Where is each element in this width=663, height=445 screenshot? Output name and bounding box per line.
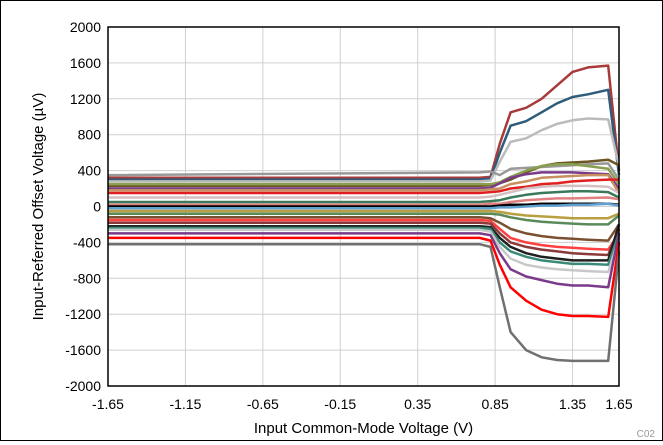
x-tick-label: -1.15	[169, 396, 201, 412]
x-tick-label: 0.85	[481, 396, 508, 412]
series-line	[108, 88, 621, 181]
series-lines	[107, 64, 621, 363]
x-tick-label: -0.15	[324, 396, 356, 412]
series-line	[108, 64, 621, 180]
series-line	[108, 232, 621, 289]
series-line	[108, 117, 621, 183]
series-line	[108, 212, 620, 226]
y-tick-label: -400	[73, 234, 101, 250]
series-line	[108, 242, 621, 363]
x-tick-labels: -1.65 -1.15 -0.65 -0.15 0.35 0.85 1.35 1.65	[92, 396, 633, 412]
series-line	[108, 184, 620, 199]
series-line	[108, 221, 621, 257]
series-line	[108, 178, 619, 195]
y-tick-label: -2000	[65, 378, 101, 394]
y-tick-label: 400	[78, 163, 102, 179]
series-line	[108, 202, 620, 210]
series-line	[108, 163, 621, 186]
y-tick-label: -800	[73, 270, 101, 286]
series-line	[108, 226, 621, 267]
y-tick-label: 1600	[70, 55, 101, 71]
series-line	[108, 228, 621, 274]
x-tick-label: 0.35	[404, 396, 431, 412]
series-line	[108, 216, 621, 242]
series-line	[108, 218, 621, 251]
x-tick-label: -0.65	[247, 396, 279, 412]
series-line	[108, 236, 621, 319]
series-line	[108, 171, 620, 190]
y-tick-label: 2000	[70, 19, 101, 35]
y-tick-label: -1600	[65, 342, 101, 358]
series-line	[108, 224, 621, 262]
figure-code: C02	[637, 429, 656, 440]
x-axis-label: Input Common-Mode Voltage (V)	[254, 420, 473, 437]
y-axis-label: Input-Referred Offset Voltage (µV)	[30, 93, 47, 321]
x-tick-label: 1.65	[605, 396, 632, 412]
series-line	[108, 173, 621, 194]
y-tick-label: 1200	[70, 91, 101, 107]
y-tick-label: 0	[93, 199, 101, 215]
x-tick-label: 1.35	[559, 396, 586, 412]
y-tick-label: -1200	[65, 306, 101, 322]
series-line	[108, 189, 620, 204]
series-line	[108, 196, 620, 206]
y-tick-label: 800	[78, 127, 102, 143]
x-tick-label: -1.65	[92, 396, 124, 412]
series-line	[108, 209, 620, 220]
y-tick-labels: 2000 1600 1200 800 400 0 -400 -800 -1200 -1600 -20…	[65, 19, 101, 394]
plot-border	[107, 26, 620, 387]
